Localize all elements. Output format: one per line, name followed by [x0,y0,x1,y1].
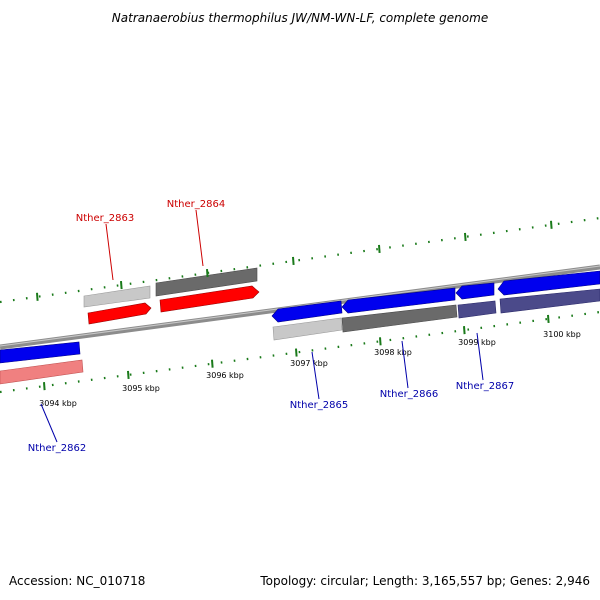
gene-label-nther-2866: Nther_2866 [380,389,438,400]
outer-major-tick [292,256,295,266]
accession-text: Accession: NC_010718 [9,574,145,588]
forward-strand-track [83,267,260,325]
tick-label: 3100 kbp [543,330,581,339]
gene-label-nther-2867: Nther_2867 [456,381,514,392]
gene-label-nther-2863: Nther_2863 [76,213,134,224]
outer-major-tick [206,268,209,278]
tick-label: 3097 kbp [290,359,328,368]
gene-nther-2862-shadow [0,359,84,385]
gene-label-nther-2864: Nther_2864 [167,199,225,210]
major-tick [295,348,298,357]
gene-nther-2867-shadow [457,300,497,319]
reverse-strand-track [0,270,600,385]
gene-nther-2863-arrow [87,302,152,325]
leader-nther-2865 [311,351,320,400]
major-tick [127,370,130,380]
inner-tick-track [0,310,600,394]
major-tick [463,326,466,335]
gene-label-nther-2865: Nther_2865 [290,400,348,411]
tick-label: 3095 kbp [122,384,160,393]
gene-labels: Nther_2863 Nther_2864 Nther_2862 Nther_2… [28,199,514,454]
major-tick [211,359,214,368]
outer-major-tick [550,220,553,229]
leader-nther-2862 [40,403,58,443]
leader-nther-2864 [195,209,204,267]
tick-label: 3098 kbp [374,348,412,357]
outer-major-tick [378,244,381,254]
gene-nther-2867-arrow [455,282,495,300]
tick-label: 3099 kbp [458,338,496,347]
leader-nther-2863 [105,223,114,281]
gene-nther-2864-shadow [155,267,258,297]
tick-label: 3096 kbp [206,371,244,380]
major-tick [379,337,382,346]
scale-labels: 3094 kbp 3095 kbp 3096 kbp 3097 kbp 3098… [39,330,581,408]
leader-nther-2866 [401,340,409,389]
leader-nther-2867 [476,332,484,381]
gene-nther-2863-shadow [83,285,151,308]
gene-nther-2862-arrow [0,341,81,364]
gene-next-arrow [497,270,600,296]
outer-major-tick [120,280,123,290]
genome-summary-text: Topology: circular; Length: 3,165,557 bp… [259,574,590,588]
major-tick [43,382,46,391]
gene-label-nther-2862: Nther_2862 [28,443,86,454]
gene-nther-2865-arrow [271,300,343,323]
outer-major-tick [464,232,467,241]
tick-label: 3094 kbp [39,399,77,408]
gene-nther-2865-shadow [272,317,343,341]
gene-nther-2866-shadow [341,304,458,333]
outer-major-tick [36,292,39,301]
gene-nther-2866-arrow [341,287,456,314]
gene-next-shadow [499,288,600,314]
label-leaders [40,209,484,443]
major-tick [547,314,550,324]
map-title: Natranaerobius thermophilus JW/NM-WN-LF,… [112,11,488,25]
gene-nther-2864-arrow [159,285,260,313]
inner-minor-ticks [0,310,600,394]
